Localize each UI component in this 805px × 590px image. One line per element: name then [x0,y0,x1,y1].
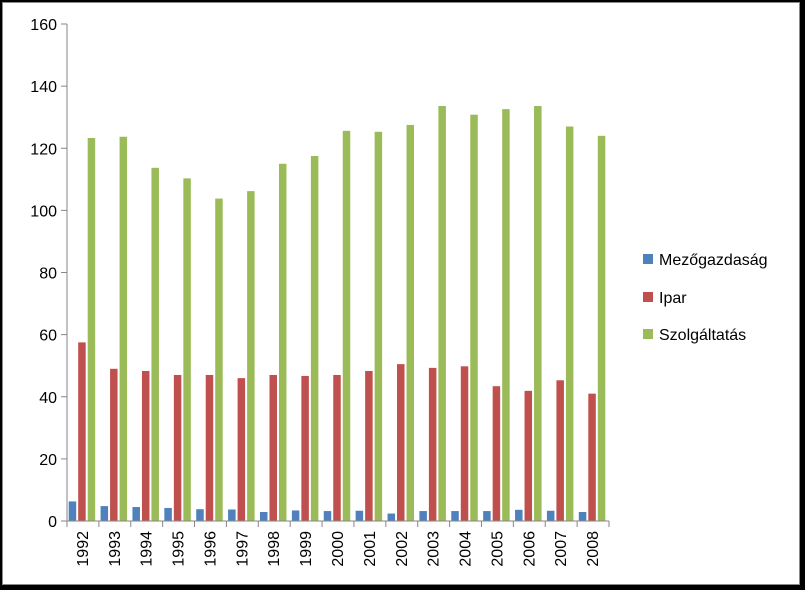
bar-ipar-2002 [397,364,405,521]
bar-ipar-2001 [365,370,373,521]
y-tick-label: 160 [30,17,57,34]
legend-swatch [643,254,653,264]
x-tick-label: 1997 [234,531,251,567]
x-tick-label: 2006 [521,531,538,567]
bar-ipar-1997 [237,378,246,521]
x-tick-label: 1992 [75,531,92,567]
y-tick-label: 140 [30,79,57,96]
legend: Mezőgazdaság Ipar Szolgáltatás [643,252,768,344]
legend-swatch [643,292,653,302]
x-tick-label: 2003 [426,531,443,567]
bar-szolgaltatas-2000 [342,130,351,521]
x-tick-label: 1993 [107,531,124,567]
bar-mezogazdasag-2005 [483,511,491,521]
legend-label: Szolgáltatás [659,327,746,344]
x-tick-label: 1996 [202,531,219,567]
bar-mezogazdasag-2002 [387,513,396,521]
x-tick-label: 2000 [330,531,347,567]
bar-mezogazdasag-2004 [451,511,459,521]
x-tick-label: 1995 [171,531,188,567]
y-axis: 0 20 40 60 80 100 120 140 160 [30,17,68,531]
legend-label: Ipar [659,290,687,307]
x-tick-label: 2004 [458,531,475,567]
x-tick-label: 2002 [394,531,411,567]
bar-ipar-1996 [205,375,214,521]
bar-ipar-2004 [460,366,469,521]
x-tick-label: 1999 [298,531,315,567]
bar-szolgaltatas-2008 [597,135,606,521]
bar-szolgaltatas-1994 [151,167,159,521]
bar-mezogazdasag-2003 [419,511,427,521]
bar-ipar-2000 [333,375,341,521]
x-tick-label: 2005 [489,531,506,567]
bar-ipar-1995 [173,375,182,521]
bar-szolgaltatas-2005 [502,109,510,521]
bar-ipar-1994 [141,370,150,521]
bar-szolgaltatas-2004 [470,114,478,521]
bar-ipar-2005 [492,386,501,521]
bar-szolgaltatas-1998 [278,163,287,521]
y-tick-label: 100 [30,203,57,220]
bar-mezogazdasag-1995 [164,507,172,521]
x-tick-label: 2001 [362,531,379,567]
bar-szolgaltatas-2003 [438,106,446,521]
bar-ipar-2006 [524,390,533,521]
bar-szolgaltatas-2001 [374,131,383,522]
bar-ipar-1992 [78,342,86,521]
bar-mezogazdasag-1994 [132,507,140,521]
bar-szolgaltatas-1999 [310,156,319,521]
bar-mezogazdasag-1992 [68,501,77,521]
bar-ipar-1993 [110,368,118,521]
bar-ipar-2003 [428,367,437,521]
bar-mezogazdasag-1997 [228,509,236,521]
bar-szolgaltatas-2006 [534,106,542,521]
bar-mezogazdasag-1999 [291,510,300,521]
bar-szolgaltatas-2007 [565,126,574,521]
x-tick-label: 2008 [585,531,602,567]
legend-label: Mezőgazdaság [659,252,768,269]
bar-ipar-2008 [588,393,596,521]
y-tick-label: 0 [48,514,57,531]
bar-mezogazdasag-1998 [259,511,268,521]
bar-mezogazdasag-2008 [578,511,587,521]
y-tick-label: 40 [39,390,57,407]
x-tick-label: 1998 [266,531,283,567]
y-tick-label: 120 [30,141,57,158]
bar-szolgaltatas-1992 [87,137,96,521]
legend-swatch [643,329,653,339]
bar-mezogazdasag-2006 [515,509,523,521]
bar-szolgaltatas-1997 [247,191,255,521]
bar-szolgaltatas-1995 [183,178,191,522]
bar-ipar-1999 [301,375,309,521]
x-tick-label: 1994 [139,531,156,567]
bar-ipar-1998 [269,375,277,521]
chart-area: 0 20 40 60 80 100 120 140 160 1992 1993 1994 1995 19… [2,2,800,585]
bar-mezogazdasag-2001 [355,510,364,521]
bar-szolgaltatas-1993 [119,136,128,521]
x-axis: 1992 1993 1994 1995 1996 1997 1998 1999 2000 2001… [66,520,610,567]
bars [68,106,606,522]
bar-mezogazdasag-2000 [323,511,332,521]
bar-mezogazdasag-2007 [546,510,555,521]
y-tick-label: 80 [39,266,57,283]
bar-ipar-2007 [556,380,564,521]
bar-mezogazdasag-1996 [196,509,204,521]
x-tick-label: 2007 [553,531,570,567]
y-tick-label: 20 [39,452,57,469]
bar-mezogazdasag-1993 [100,506,109,521]
y-tick-label: 60 [39,328,57,345]
bar-szolgaltatas-2002 [406,124,415,521]
bar-szolgaltatas-1996 [215,198,223,522]
